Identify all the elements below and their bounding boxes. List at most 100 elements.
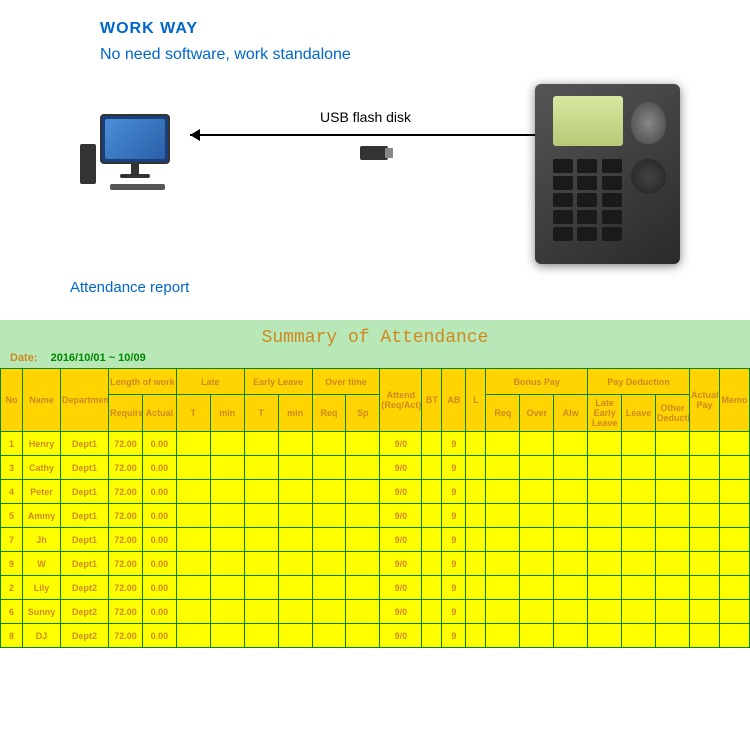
table-cell	[210, 600, 244, 624]
table-cell	[176, 552, 210, 576]
table-cell	[554, 528, 588, 552]
table-cell	[486, 528, 520, 552]
table-cell: 72.00	[109, 552, 143, 576]
table-cell	[346, 576, 380, 600]
table-cell	[520, 456, 554, 480]
table-cell	[278, 480, 312, 504]
table-cell	[690, 480, 720, 504]
table-cell	[176, 528, 210, 552]
table-cell: 6	[1, 600, 23, 624]
work-way-title: WORK WAY	[100, 20, 710, 38]
table-cell: 9	[442, 600, 466, 624]
col-late: Late	[176, 369, 244, 395]
table-cell	[278, 432, 312, 456]
table-cell	[346, 600, 380, 624]
attendance-table: No Name Department Length of work Late E…	[0, 368, 750, 648]
table-row: 6SunnyDept272.000.009/09	[1, 600, 750, 624]
table-row: 3CathyDept172.000.009/09	[1, 456, 750, 480]
table-cell	[422, 456, 442, 480]
table-cell	[466, 432, 486, 456]
table-cell	[720, 528, 750, 552]
table-cell	[520, 480, 554, 504]
table-cell: 0.00	[142, 480, 176, 504]
table-cell	[210, 480, 244, 504]
table-cell	[655, 504, 689, 528]
table-cell	[466, 456, 486, 480]
connection-line	[190, 134, 560, 136]
table-cell	[422, 504, 442, 528]
table-cell: Peter	[23, 480, 61, 504]
table-cell	[655, 480, 689, 504]
table-row: 8DJDept272.000.009/09	[1, 624, 750, 648]
col-name: Name	[23, 369, 61, 432]
table-cell	[244, 528, 278, 552]
table-cell	[176, 480, 210, 504]
col-late-min: min	[210, 395, 244, 432]
table-cell	[690, 432, 720, 456]
table-row: 9WDept172.000.009/09	[1, 552, 750, 576]
diagram-section: WORK WAY No need software, work standalo…	[0, 0, 750, 320]
report-title: Summary of Attendance	[0, 328, 750, 348]
table-cell	[690, 624, 720, 648]
table-cell: 1	[1, 432, 23, 456]
table-cell	[278, 456, 312, 480]
table-cell	[520, 624, 554, 648]
table-cell	[244, 456, 278, 480]
col-bonus-req: Req	[486, 395, 520, 432]
table-cell	[486, 456, 520, 480]
table-cell	[690, 600, 720, 624]
col-actual-pay: Actual Pay	[690, 369, 720, 432]
table-cell	[720, 456, 750, 480]
table-cell	[176, 432, 210, 456]
table-row: 2LilyDept272.000.009/09	[1, 576, 750, 600]
table-cell	[346, 480, 380, 504]
col-actual: Actual	[142, 395, 176, 432]
table-cell	[520, 432, 554, 456]
col-department: Department	[61, 369, 109, 432]
table-row: 5AmmyDept172.000.009/09	[1, 504, 750, 528]
table-cell	[655, 552, 689, 576]
col-overtime: Over time	[312, 369, 380, 395]
col-memo: Memo	[720, 369, 750, 432]
table-cell: 0.00	[142, 624, 176, 648]
table-cell	[278, 624, 312, 648]
table-body: 1HenryDept172.000.009/093CathyDept172.00…	[1, 432, 750, 648]
table-cell	[422, 528, 442, 552]
table-cell	[422, 624, 442, 648]
usb-label: USB flash disk	[320, 109, 411, 125]
table-cell	[346, 456, 380, 480]
table-cell: 72.00	[109, 480, 143, 504]
table-cell	[622, 528, 656, 552]
table-cell	[312, 600, 346, 624]
table-cell	[466, 552, 486, 576]
table-cell: 72.00	[109, 456, 143, 480]
table-cell: DJ	[23, 624, 61, 648]
table-cell	[655, 432, 689, 456]
table-cell	[312, 456, 346, 480]
table-cell	[655, 624, 689, 648]
col-ot-req: Req	[312, 395, 346, 432]
table-cell	[210, 456, 244, 480]
table-cell: 9/0	[380, 480, 422, 504]
table-cell	[690, 552, 720, 576]
subtitle: No need software, work standalone	[100, 46, 710, 64]
table-cell	[520, 504, 554, 528]
table-cell: Dept1	[61, 456, 109, 480]
table-cell	[690, 528, 720, 552]
table-cell	[554, 504, 588, 528]
table-cell	[655, 456, 689, 480]
table-cell: Jh	[23, 528, 61, 552]
table-cell	[655, 576, 689, 600]
table-cell	[720, 576, 750, 600]
col-ot-sp: Sp	[346, 395, 380, 432]
table-cell	[210, 504, 244, 528]
table-cell: 9/0	[380, 552, 422, 576]
table-cell	[486, 600, 520, 624]
table-cell	[588, 552, 622, 576]
table-cell: Dept1	[61, 480, 109, 504]
table-header-row-2: Required Actual T min T min Req Sp Req O…	[1, 395, 750, 432]
table-cell	[720, 432, 750, 456]
table-cell: Henry	[23, 432, 61, 456]
table-cell	[588, 528, 622, 552]
table-row: 7JhDept172.000.009/09	[1, 528, 750, 552]
